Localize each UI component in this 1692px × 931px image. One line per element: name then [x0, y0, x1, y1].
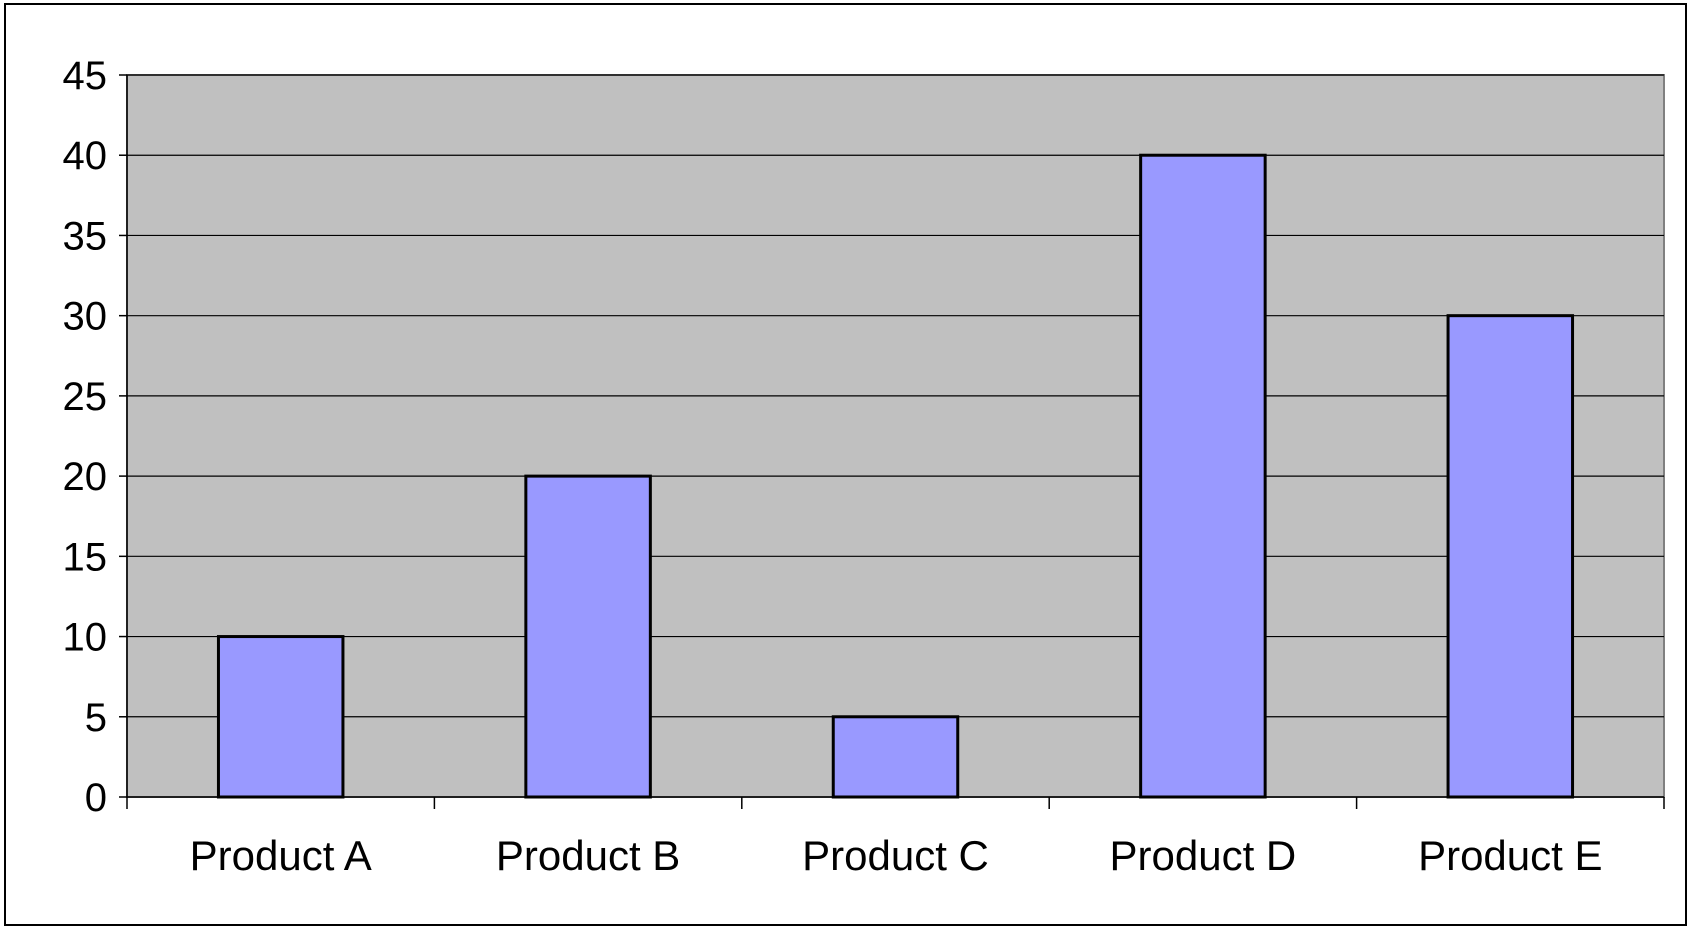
- y-tick-label-15: 15: [63, 535, 108, 579]
- bar-product-d: [1139, 153, 1267, 799]
- x-tick-label-product-c: Product C: [802, 832, 989, 879]
- y-tick-label-25: 25: [63, 375, 108, 419]
- y-tick-label-45: 45: [63, 54, 108, 98]
- bar-product-a: [216, 635, 345, 799]
- y-tick-label-35: 35: [63, 214, 108, 258]
- x-tick-label-product-a: Product A: [190, 832, 372, 879]
- x-tick-label-product-b: Product B: [496, 832, 680, 879]
- bars: [216, 153, 1575, 799]
- y-tick-label-40: 40: [63, 134, 108, 178]
- axes: [119, 74, 1665, 809]
- y-tick-label-20: 20: [63, 455, 108, 499]
- y-tick-label-0: 0: [85, 776, 107, 820]
- tick-labels: 0 5 10 15 20 25 30 35 40 45 Product A Product B Prod…: [63, 54, 1603, 879]
- y-tick-label-10: 10: [63, 616, 108, 660]
- bar-product-b: [524, 474, 652, 799]
- x-tick-label-product-d: Product D: [1110, 832, 1297, 879]
- y-tick-label-30: 30: [63, 295, 108, 339]
- gridlines: [127, 74, 1664, 718]
- x-tick-label-product-e: Product E: [1418, 832, 1602, 879]
- bar-product-e: [1446, 314, 1575, 799]
- bar-product-c: [831, 715, 960, 799]
- y-tick-label-5: 5: [85, 696, 107, 740]
- plot-area: [126, 74, 1665, 798]
